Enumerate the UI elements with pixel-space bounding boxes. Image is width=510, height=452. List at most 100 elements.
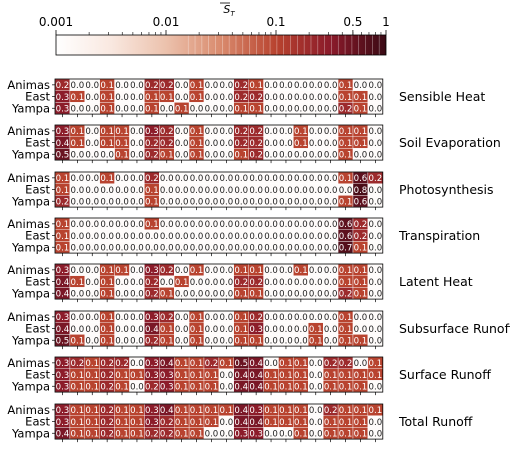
cell-value-label: 0.0 [85,198,99,208]
cell-value-label: 0.3 [145,418,159,428]
cell-value-label: 0.0 [264,127,278,137]
cell-value-label: 0.3 [249,325,263,335]
cell-value-label: 0.0 [130,81,144,91]
cell-value-label: 0.0 [264,81,278,91]
cell-value-label: 0.0 [175,127,189,137]
row-label: East [25,136,50,150]
cell-value-label: 0.1 [324,418,338,428]
cell-value-label: 0.0 [175,313,189,323]
cell-value-label: 0.1 [294,266,308,276]
cell-value-label: 0.0 [130,93,144,103]
colorbar-tick-label: 0.5 [343,15,362,29]
cell-value-label: 0.0 [85,186,99,196]
cell-value-label: 0.0 [324,266,338,276]
cell-value-label: 0.1 [190,151,204,161]
cell-value-label: 0.1 [71,337,85,347]
row-label: Animas [7,171,50,185]
cell-value-label: 0.0 [324,220,338,230]
row-label: Animas [7,124,50,138]
row-label: East [25,183,50,197]
cell-value-label: 0.0 [220,127,234,137]
row-label: Yampa [11,147,50,161]
cell-value-label: 0.0 [234,186,248,196]
cell-value-label: 0.0 [264,290,278,300]
cell-value-label: 0.1 [175,418,189,428]
cell-value-label: 0.0 [264,174,278,184]
cell-value-label: 0.2 [249,139,263,149]
cell-value-label: 0.1 [115,139,129,149]
panel-photosynthesis: 0.1 0.0 0.0 0.1 0.0 0.0 0.2 0.0 0.0 0.0 0.0 0.0 0.0 0… [7,171,494,211]
heatmap-panels: 0.2 0.0 0.0 0.1 0.0 0.0 0.2 0.2 0.0 0.1 0.0 0.0 0.2 0… [7,78,510,443]
cell-value-label: 0.0 [85,313,99,323]
cell-value-label: 0.1 [249,290,263,300]
cell-value-label: 0.0 [130,313,144,323]
cell-value-label: 0.1 [354,383,368,393]
cell-value-label: 0.1 [339,371,353,381]
cell-value-label: 0.0 [190,174,204,184]
cell-value-label: 0.0 [369,139,383,149]
cell-value-label: 0.1 [160,337,174,347]
cell-value-label: 0.1 [190,81,204,91]
cell-value-label: 0.1 [115,371,129,381]
cell-value-label: 0.1 [205,371,219,381]
cell-value-label: 0.0 [309,174,323,184]
cell-value-label: 0.0 [205,313,219,323]
cell-value-label: 0.0 [309,290,323,300]
cell-value-label: 0.0 [324,139,338,149]
cell-value-label: 0.1 [294,371,308,381]
cell-value-label: 0.1 [294,383,308,393]
cell-value-label: 0.1 [160,93,174,103]
cell-value-label: 0.0 [369,418,383,428]
cell-value-label: 0.1 [71,93,85,103]
cell-value-label: 0.0 [115,232,129,242]
cell-value-label: 0.1 [190,406,204,416]
cell-value-label: 0.0 [130,198,144,208]
cell-value-label: 0.0 [115,198,129,208]
cell-value-label: 0.0 [249,198,263,208]
cell-value-label: 0.1 [354,139,368,149]
cell-value-label: 0.0 [220,93,234,103]
cell-value-label: 0.1 [85,383,99,393]
cell-value-label: 0.0 [324,278,338,288]
cell-value-label: 0.3 [249,406,263,416]
cell-value-label: 0.0 [339,186,353,196]
cell-value-label: 0.2 [145,383,159,393]
cell-value-label: 0.4 [56,290,70,300]
panel-transpiration: 0.1 0.0 0.0 0.0 0.0 0.0 0.1 0.0 0.0 0.0 0.0 0.0 0.0 0… [7,217,480,257]
cell-value-label: 0.1 [71,371,85,381]
cell-value-label: 0.0 [100,151,114,161]
cell-value-label: 0.0 [324,337,338,347]
cell-value-label: 0.1 [190,418,204,428]
cell-value-label: 0.0 [175,139,189,149]
cell-value-label: 0.0 [249,186,263,196]
row-label: East [25,90,50,104]
cell-value-label: 0.0 [220,139,234,149]
cell-value-label: 0.0 [264,198,278,208]
cell-value-label: 0.0 [324,93,338,103]
cell-value-label: 0.0 [309,244,323,254]
colorbar-label: ST [223,3,235,18]
cell-value-label: 0.0 [115,325,129,335]
cell-value-label: 0.0 [324,290,338,300]
cell-value-label: 0.0 [130,232,144,242]
cell-value-label: 0.1 [190,127,204,137]
cell-value-label: 0.1 [190,93,204,103]
panel-title: Subsurface Runoff [399,321,510,336]
cell-value-label: 0.4 [249,418,263,428]
cell-value-label: 0.1 [100,313,114,323]
cell-value-label: 0.0 [294,151,308,161]
cell-value-label: 0.1 [175,430,189,440]
cell-value-label: 0.0 [130,127,144,137]
cell-value-label: 0.1 [234,105,248,115]
cell-value-label: 0.3 [56,418,70,428]
cell-value-label: 0.1 [309,337,323,347]
cell-value-label: 0.0 [220,198,234,208]
cell-value-label: 0.1 [175,278,189,288]
row-label: Animas [7,310,50,324]
cell-value-label: 0.4 [56,325,70,335]
panel-sensible-heat: 0.2 0.0 0.0 0.1 0.0 0.0 0.2 0.2 0.0 0.1 0.0 0.0 0.2 0… [7,78,485,118]
cell-value-label: 0.1 [145,220,159,230]
row-label: Animas [7,403,50,417]
cell-value-label: 0.3 [56,105,70,115]
